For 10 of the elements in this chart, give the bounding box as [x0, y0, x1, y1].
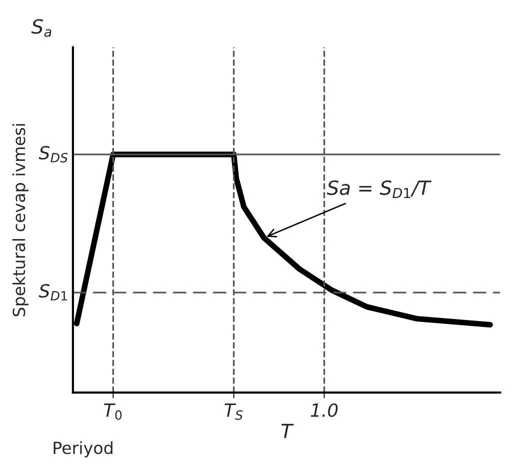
text: Periyod — [54, 441, 112, 458]
x-axis-title: T — [281, 424, 294, 438]
x-tick-label: T$_{S}$ — [224, 404, 243, 420]
annotation: Sa = S$_{D1}$/T — [326, 180, 432, 198]
ref-line-label: S$_{DS}$ — [38, 146, 68, 162]
x-tick-label: 1.0 — [310, 403, 338, 417]
ref-line-label: S$_{D1}$ — [38, 284, 67, 300]
text: S$_{a}$ — [31, 19, 52, 37]
x-tick-label: T$_{0}$ — [104, 404, 122, 420]
y-axis-title: Spektural cevap ivmesi — [12, 124, 28, 316]
